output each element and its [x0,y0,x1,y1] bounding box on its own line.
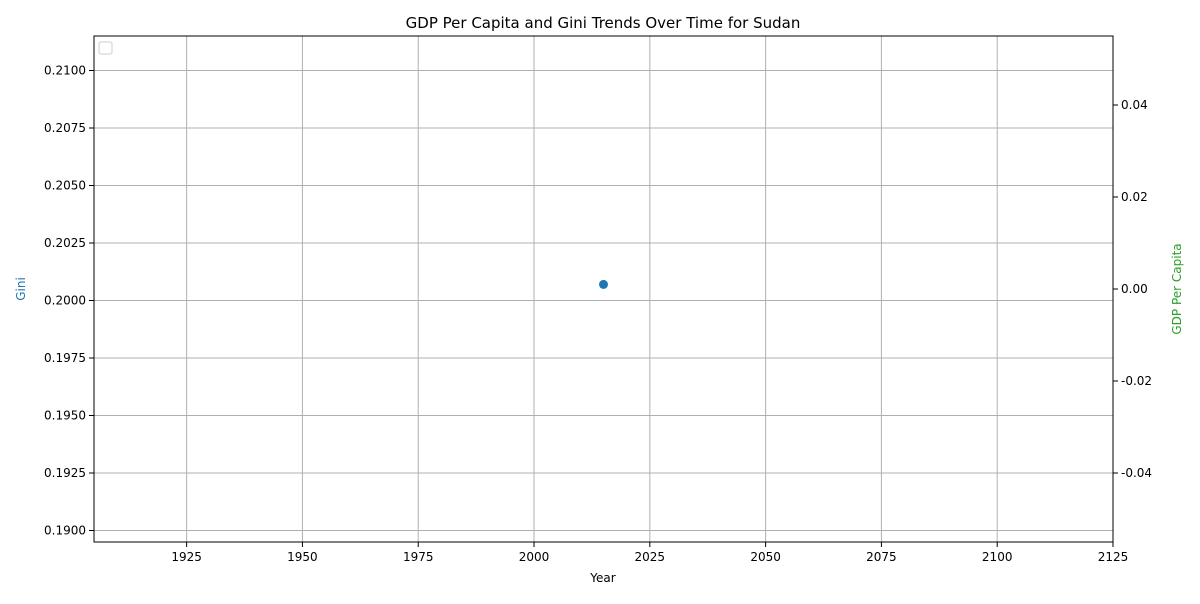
chart-title: GDP Per Capita and Gini Trends Over Time… [406,14,801,32]
y-left-tick-label: 0.2075 [44,121,86,135]
y-axis-left-label: Gini [14,277,28,301]
x-axis-label: Year [589,571,615,585]
x-tick-label: 2025 [635,550,666,564]
x-tick-label: 2075 [866,550,897,564]
y-left-tick-label: 0.2050 [44,179,86,193]
y-left-tick-label: 0.2000 [44,294,86,308]
marks-layer [599,279,608,289]
x-tick-label: 2125 [1098,550,1129,564]
y-left-tick-label: 0.2025 [44,236,86,250]
x-tick-label: 2050 [750,550,781,564]
legend-box [98,41,113,55]
y-left-tick-label: 0.1950 [44,409,86,423]
data-point [599,279,608,289]
left-axis-ticks: 0.1900 0.1925 0.1950 0.1975 0.2000 0.2025 0.20… [44,64,94,538]
y-right-tick-label: -0.04 [1121,466,1152,480]
y-right-tick-label: 0.04 [1121,98,1148,112]
y-right-tick-label: 0.00 [1121,282,1148,296]
y-right-tick-label: -0.02 [1121,374,1152,388]
y-left-tick-label: 0.1975 [44,351,86,365]
x-tick-label: 2100 [982,550,1013,564]
y-left-tick-label: 0.1925 [44,466,86,480]
y-axis-right-label: GDP Per Capita [1170,243,1184,334]
y-left-tick-label: 0.2100 [44,64,86,78]
x-tick-label: 1975 [403,550,434,564]
y-right-tick-label: 0.02 [1121,190,1148,204]
right-axis-ticks: -0.04 -0.02 0.00 0.02 0.04 [1113,98,1152,480]
x-axis-ticks: 1925 1950 1975 2000 2025 2050 2075 2100 2125 [171,542,1128,564]
grid-layer [94,36,1113,542]
x-tick-label: 1950 [287,550,318,564]
y-left-tick-label: 0.1900 [44,524,86,538]
x-tick-label: 1925 [171,550,202,564]
x-tick-label: 2000 [519,550,550,564]
plot-frame [93,35,1114,543]
